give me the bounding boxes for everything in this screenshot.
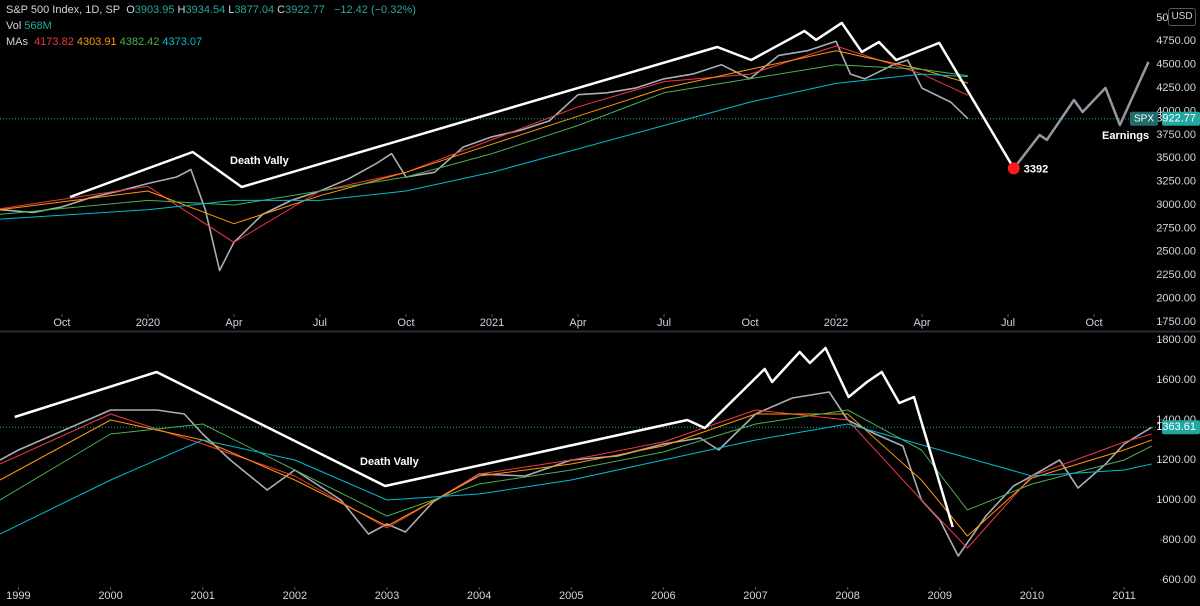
y-tick-label: 3750.00 [1156, 129, 1196, 141]
x-tick-label: Oct [1085, 317, 1102, 329]
x-tick-label: Oct [741, 317, 758, 329]
x-tick-label: 2004 [467, 590, 491, 602]
x-tick-label: 2007 [743, 590, 767, 602]
legend-title-row: S&P 500 Index, 1D, SP O3903.95 H3934.54 L3… [6, 3, 419, 17]
y-tick-label: 2750.00 [1156, 222, 1196, 234]
target-marker [1007, 162, 1020, 175]
volume-key: Vol [6, 20, 22, 32]
target-label: 3392 [1024, 163, 1048, 175]
ma-key: MAs [6, 36, 28, 48]
moving-average [0, 64, 968, 215]
x-tick-label: 2021 [480, 317, 504, 329]
x-tick-label: 2005 [559, 590, 583, 602]
ma-value: 4303.91 [76, 36, 117, 48]
ma-value: 4173.82 [34, 36, 74, 48]
y-tick-label: 800.00 [1162, 534, 1196, 546]
x-tick-label: 2022 [824, 317, 848, 329]
y-tick-label: 3250.00 [1156, 176, 1196, 188]
y-tick-label: 3000.00 [1156, 199, 1196, 211]
x-tick-label: 2000 [98, 590, 122, 602]
ohlc-value: 3903.95 [134, 4, 175, 16]
x-tick-label: 2010 [1020, 590, 1044, 602]
ohlc-key: O [126, 4, 135, 16]
ma-value: 4373.07 [162, 36, 203, 48]
y-tick-label: 4250.00 [1156, 82, 1196, 94]
moving-average [0, 73, 968, 220]
legend-ma-row: MAs 4173.82 4303.91 4382.42 4373.07 [6, 35, 205, 49]
x-tick-label: Apr [913, 317, 930, 329]
y-tick-label: 2500.00 [1156, 246, 1196, 258]
y-tick-label: 1750.00 [1156, 316, 1196, 328]
x-tick-label: 2006 [651, 590, 675, 602]
y-tick-label: 1600.00 [1156, 374, 1196, 386]
x-tick-label: 2003 [375, 590, 399, 602]
y-tick-label: 4750.00 [1156, 35, 1196, 47]
moving-average [0, 423, 1152, 535]
y-tick-label: 2000.00 [1156, 292, 1196, 304]
moving-average [0, 409, 1152, 517]
symbol-title: S&P 500 Index, 1D, SP [6, 4, 121, 16]
x-tick-label: 2002 [283, 590, 307, 602]
change: −12.42 (−0.32%) [333, 4, 416, 16]
y-tick-label: 1200.00 [1156, 454, 1196, 466]
x-tick-label: Oct [397, 317, 414, 329]
ma-value: 4382.42 [119, 36, 160, 48]
x-tick-label: Jul [1001, 317, 1015, 329]
symbol-tag: SPX [1134, 113, 1154, 124]
x-tick-label: 2009 [928, 590, 952, 602]
price-line [0, 391, 1153, 557]
symbol-tag-box [1130, 111, 1158, 126]
x-tick-label: Oct [53, 317, 70, 329]
y-tick-label: 4500.00 [1156, 59, 1196, 71]
price-line [0, 40, 969, 272]
x-tick-label: 2020 [136, 317, 160, 329]
x-tick-label: Jul [313, 317, 327, 329]
x-tick-label: Jul [657, 317, 671, 329]
price-tag-box [1162, 111, 1200, 126]
trend-drawing [1012, 61, 1150, 170]
moving-average [0, 45, 969, 243]
annotation: Death Vally [230, 155, 290, 167]
annotation: Death Vally [360, 456, 420, 468]
volume-value: 568M [24, 20, 52, 32]
y-tick-label: 1000.00 [1156, 494, 1196, 506]
x-tick-label: 1999 [6, 590, 30, 602]
x-tick-label: 2011 [1112, 590, 1136, 602]
currency-button[interactable]: USD [1168, 8, 1196, 26]
y-tick-label: 600.00 [1162, 574, 1196, 586]
price-tag-value: 1363.61 [1156, 421, 1196, 433]
price-tag-value: 3922.77 [1156, 113, 1196, 125]
annotation: Earnings [1102, 130, 1149, 142]
ohlc-value: 3934.54 [185, 4, 226, 16]
trend-drawing [69, 21, 1015, 199]
y-tick-label: 3500.00 [1156, 152, 1196, 164]
ohlc-key: C [277, 4, 286, 16]
y-tick-label: 1800.00 [1156, 334, 1196, 346]
x-tick-label: Apr [225, 317, 242, 329]
price-tag-box [1162, 420, 1200, 435]
moving-average [0, 409, 1152, 549]
moving-average [0, 413, 1152, 537]
x-tick-label: 2001 [190, 590, 214, 602]
ohlc-key: L [228, 4, 235, 16]
x-tick-label: Apr [569, 317, 586, 329]
ohlc-value: 3922.77 [285, 4, 325, 16]
ohlc: O3903.95 H3934.54 L3877.04 C3922.77 [126, 4, 328, 16]
ohlc-value: 3877.04 [234, 4, 275, 16]
ohlc-key: H [177, 4, 186, 16]
legend-volume-row: Vol 568M [6, 19, 55, 33]
y-tick-label: 2250.00 [1156, 269, 1196, 281]
trend-drawing [14, 346, 954, 528]
moving-average [0, 50, 969, 225]
x-tick-label: 2008 [835, 590, 859, 602]
